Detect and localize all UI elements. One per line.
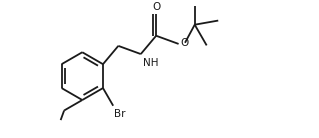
Text: Br: Br [114, 109, 126, 119]
Text: O: O [152, 2, 160, 12]
Text: NH: NH [143, 58, 159, 67]
Text: O: O [181, 38, 189, 48]
